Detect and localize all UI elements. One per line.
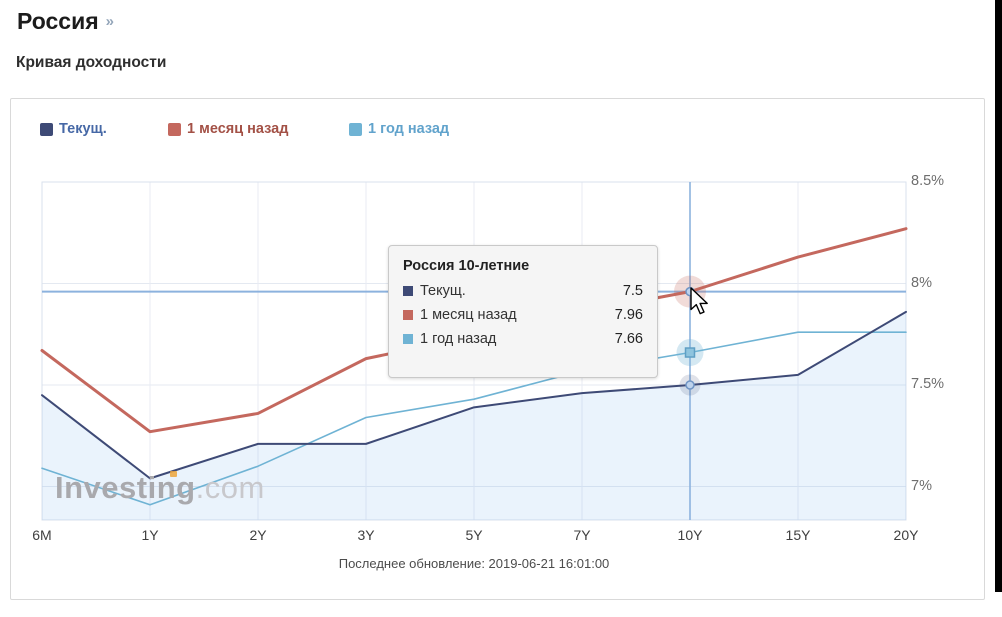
legend-swatch-icon	[40, 122, 53, 136]
legend-label: 1 год назад	[368, 121, 450, 137]
watermark-suffix: .com	[195, 470, 265, 505]
tooltip-series-label: Текущ.	[420, 283, 466, 299]
chart-subtitle: Кривая доходности	[16, 54, 167, 71]
investing-watermark: Investing.com	[55, 470, 265, 506]
window-edge-strip	[995, 0, 1002, 592]
legend-swatch-icon	[168, 122, 181, 136]
tooltip-series-value: 7.5	[622, 283, 643, 299]
y-axis-label-7%: 7%	[911, 477, 932, 494]
page-title-link[interactable]: Россия »	[17, 8, 114, 35]
legend-swatch-icon	[349, 122, 362, 136]
tooltip-row-2: 1 год назад 7.66	[403, 331, 643, 347]
series-line	[41, 331, 907, 506]
legend-item-1[interactable]: 1 месяц назад	[168, 121, 288, 137]
series-line	[41, 310, 907, 480]
y-axis-label-8.5%: 8.5%	[911, 173, 945, 189]
country-title: Россия	[17, 8, 99, 34]
legend-label: 1 месяц назад	[187, 121, 289, 137]
mouse-cursor-icon	[690, 287, 708, 315]
tooltip-swatch-icon	[403, 310, 413, 320]
y-axis-label-7.5%: 7.5%	[911, 376, 945, 392]
tooltip-series-label: 1 год назад	[420, 331, 497, 347]
x-axis-label-2Y: 2Y	[249, 527, 267, 543]
chart-tooltip: Россия 10-летние Текущ. 7.5 1 месяц назад 7…	[388, 245, 658, 378]
legend-label: Текущ.	[59, 121, 107, 137]
tooltip-swatch-icon	[403, 286, 413, 296]
legend-item-2[interactable]: 1 год назад	[349, 121, 449, 137]
tooltip-series-value: 7.66	[614, 331, 643, 347]
x-axis-label-15Y: 15Y	[785, 527, 811, 543]
x-axis-label-1Y: 1Y	[141, 527, 159, 543]
x-axis-label-5Y: 5Y	[465, 527, 483, 543]
tooltip-title: Россия 10-летние	[403, 258, 530, 274]
tooltip-row-1: 1 месяц назад 7.96	[403, 307, 643, 323]
tooltip-series-label: 1 месяц назад	[420, 307, 517, 323]
last-update-text: Последнее обновление: 2019-06-21 16:01:0…	[338, 556, 610, 571]
x-axis-label-6M: 6M	[32, 527, 52, 543]
hover-marker	[684, 347, 696, 358]
x-axis-label-3Y: 3Y	[357, 527, 375, 543]
watermark-logo-dot	[170, 471, 177, 477]
x-axis-label-10Y: 10Y	[677, 527, 703, 543]
tooltip-row-0: Текущ. 7.5	[403, 283, 643, 299]
x-axis-label-7Y: 7Y	[573, 527, 591, 543]
legend-item-0[interactable]: Текущ.	[40, 121, 107, 137]
tooltip-series-value: 7.96	[614, 307, 643, 323]
tooltip-swatch-icon	[403, 334, 413, 344]
hover-marker	[685, 380, 695, 390]
x-axis-label-20Y: 20Y	[893, 527, 919, 543]
chevron-right-icon: »	[105, 13, 115, 30]
y-axis-label-8%: 8%	[911, 274, 932, 291]
